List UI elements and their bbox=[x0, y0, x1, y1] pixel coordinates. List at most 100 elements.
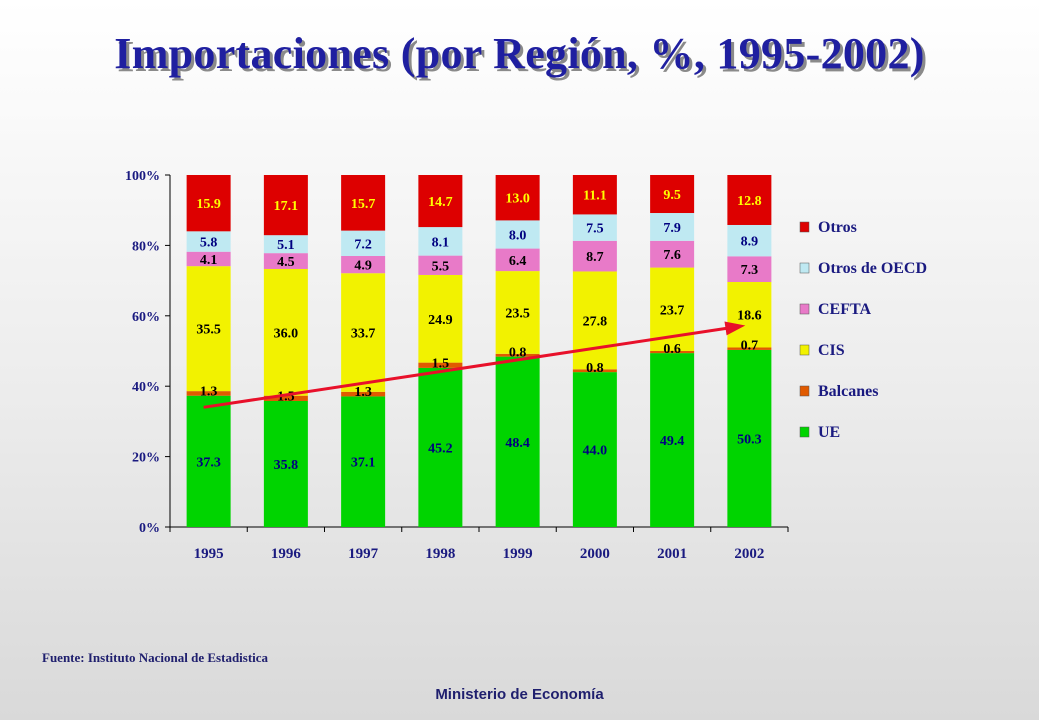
bar-segment bbox=[263, 253, 308, 269]
bar-segment bbox=[418, 175, 463, 228]
legend-swatch bbox=[799, 221, 810, 233]
data-label: 1.3 bbox=[354, 385, 372, 400]
bar-segment bbox=[341, 255, 386, 274]
data-label: 17.1 bbox=[274, 199, 299, 214]
bar-segment bbox=[263, 268, 308, 396]
bar-segment bbox=[418, 255, 463, 275]
bar-segment bbox=[727, 349, 772, 527]
x-tick-label: 2002 bbox=[734, 546, 764, 562]
data-label: 7.2 bbox=[354, 237, 372, 252]
data-label: 18.6 bbox=[737, 309, 762, 324]
bar-segment bbox=[495, 248, 540, 272]
data-label: 0.8 bbox=[586, 361, 604, 376]
x-tick-label: 2001 bbox=[657, 546, 687, 562]
x-tick-label: 1997 bbox=[348, 546, 379, 562]
bar-segment bbox=[263, 395, 308, 401]
data-label: 24.9 bbox=[428, 313, 453, 328]
data-label: 0.6 bbox=[663, 342, 681, 357]
data-label: 8.1 bbox=[432, 235, 450, 250]
bar-segment bbox=[341, 391, 386, 397]
chart-title: Importaciones (por Región, %, 1995-2002) bbox=[114, 29, 925, 78]
bar-segment bbox=[650, 353, 695, 527]
bar-segment bbox=[186, 395, 231, 527]
bar-segment bbox=[727, 175, 772, 225]
source-note: Fuente: Instituto Nacional de Estadistic… bbox=[42, 650, 269, 665]
data-label: 45.2 bbox=[428, 441, 453, 456]
x-tick-label: 2000 bbox=[580, 546, 610, 562]
bar-segment bbox=[650, 240, 695, 268]
data-label: 5.8 bbox=[200, 236, 218, 251]
legend-swatch bbox=[799, 344, 810, 356]
data-label: 1.5 bbox=[432, 357, 450, 372]
data-label: 6.4 bbox=[509, 254, 527, 269]
data-label: 7.3 bbox=[741, 263, 759, 278]
data-label: 12.8 bbox=[737, 194, 762, 209]
data-label: 13.0 bbox=[505, 192, 530, 207]
data-label: 7.9 bbox=[663, 221, 681, 236]
data-label: 44.0 bbox=[583, 444, 608, 459]
bar-segment bbox=[572, 175, 617, 215]
y-tick-label: 20% bbox=[132, 451, 160, 466]
data-label: 37.3 bbox=[196, 455, 221, 470]
y-tick-label: 100% bbox=[125, 169, 160, 184]
legend-swatch bbox=[799, 303, 810, 315]
x-tick-label: 1995 bbox=[194, 546, 224, 562]
data-label: 5.5 bbox=[432, 259, 450, 274]
bar-segment bbox=[186, 266, 231, 392]
y-tick-label: 60% bbox=[132, 310, 160, 325]
bar-segment bbox=[263, 400, 308, 527]
y-tick-label: 80% bbox=[132, 239, 160, 254]
legend-label: Otros de OECD bbox=[818, 260, 927, 277]
bar-segment bbox=[263, 175, 308, 236]
bar-segment bbox=[186, 251, 231, 267]
bar-segment bbox=[495, 220, 540, 249]
data-label: 23.7 bbox=[660, 303, 685, 318]
legend-label: UE bbox=[818, 424, 840, 441]
data-label: 14.7 bbox=[428, 195, 453, 210]
bar-segment bbox=[495, 356, 540, 527]
bar-segment bbox=[341, 273, 386, 392]
data-label: 8.9 bbox=[741, 235, 759, 250]
x-tick-label: 1999 bbox=[503, 546, 533, 562]
bar-segment bbox=[418, 362, 463, 368]
y-tick-label: 0% bbox=[139, 521, 160, 536]
data-label: 48.4 bbox=[505, 436, 530, 451]
data-label: 5.1 bbox=[277, 238, 295, 253]
bar-segment bbox=[418, 367, 463, 527]
bar-segment bbox=[727, 282, 772, 348]
bar-segment bbox=[727, 224, 772, 257]
data-label: 15.7 bbox=[351, 197, 376, 212]
bar-segment bbox=[650, 213, 695, 241]
data-label: 1.3 bbox=[200, 384, 218, 399]
data-label: 0.7 bbox=[741, 339, 759, 354]
data-label: 8.0 bbox=[509, 228, 527, 243]
legend-swatch bbox=[799, 262, 810, 274]
bar-segment bbox=[495, 175, 540, 221]
bar-segment bbox=[186, 391, 231, 396]
x-tick-label: 1998 bbox=[425, 546, 455, 562]
legend-swatch bbox=[799, 385, 810, 397]
bar-segment bbox=[727, 256, 772, 283]
data-label: 15.9 bbox=[196, 197, 221, 212]
y-tick-label: 40% bbox=[132, 380, 160, 395]
bar-segment bbox=[572, 214, 617, 241]
bar-segment bbox=[727, 347, 772, 350]
bar-segment bbox=[341, 396, 386, 527]
data-label: 33.7 bbox=[351, 327, 376, 342]
trend-arrow-line bbox=[203, 324, 740, 409]
data-label: 4.5 bbox=[277, 255, 295, 270]
data-label: 8.7 bbox=[586, 250, 604, 265]
bar-segment bbox=[572, 372, 617, 527]
footer-ministry: Ministerio de Economía bbox=[435, 686, 604, 703]
bar-segment bbox=[418, 227, 463, 256]
data-label: 23.5 bbox=[505, 306, 530, 321]
bar-segment bbox=[186, 175, 231, 232]
legend-label: CEFTA bbox=[818, 301, 871, 318]
data-label: 9.5 bbox=[663, 188, 681, 203]
bar-segment bbox=[572, 271, 617, 370]
legend-label: CIS bbox=[818, 342, 845, 359]
bar-segment bbox=[495, 271, 540, 354]
data-label: 0.8 bbox=[509, 345, 527, 360]
data-label: 35.8 bbox=[274, 458, 299, 473]
